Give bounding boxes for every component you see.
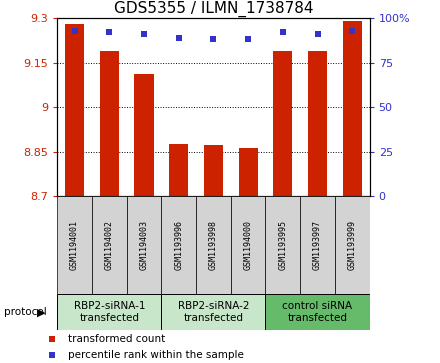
Text: protocol: protocol: [4, 307, 47, 317]
Bar: [196, 196, 231, 294]
Text: RBP2-siRNA-1
transfected: RBP2-siRNA-1 transfected: [73, 301, 145, 323]
Text: GSM1194003: GSM1194003: [139, 220, 148, 270]
Bar: [135, 74, 154, 196]
Title: GDS5355 / ILMN_1738784: GDS5355 / ILMN_1738784: [114, 1, 313, 17]
Text: GSM1193996: GSM1193996: [174, 220, 183, 270]
Bar: [343, 21, 362, 196]
Bar: [161, 294, 265, 330]
Text: RBP2-siRNA-2
transfected: RBP2-siRNA-2 transfected: [178, 301, 249, 323]
Bar: [265, 294, 370, 330]
Bar: [238, 148, 258, 196]
Text: GSM1193999: GSM1193999: [348, 220, 357, 270]
Text: ▶: ▶: [37, 307, 46, 317]
Bar: [127, 196, 161, 294]
Bar: [204, 145, 223, 196]
Text: GSM1193998: GSM1193998: [209, 220, 218, 270]
Bar: [92, 196, 127, 294]
Bar: [300, 196, 335, 294]
Bar: [308, 51, 327, 196]
Bar: [335, 196, 370, 294]
Text: transformed count: transformed count: [68, 334, 165, 344]
Bar: [265, 196, 300, 294]
Bar: [273, 51, 292, 196]
Bar: [231, 196, 265, 294]
Text: GSM1194001: GSM1194001: [70, 220, 79, 270]
Bar: [169, 144, 188, 196]
Text: GSM1194000: GSM1194000: [244, 220, 253, 270]
Text: GSM1193997: GSM1193997: [313, 220, 322, 270]
Bar: [65, 24, 84, 196]
Bar: [57, 294, 161, 330]
Bar: [100, 51, 119, 196]
Bar: [57, 196, 92, 294]
Text: GSM1194002: GSM1194002: [105, 220, 114, 270]
Text: GSM1193995: GSM1193995: [279, 220, 287, 270]
Bar: [161, 196, 196, 294]
Text: control siRNA
transfected: control siRNA transfected: [282, 301, 352, 323]
Text: percentile rank within the sample: percentile rank within the sample: [68, 350, 244, 360]
